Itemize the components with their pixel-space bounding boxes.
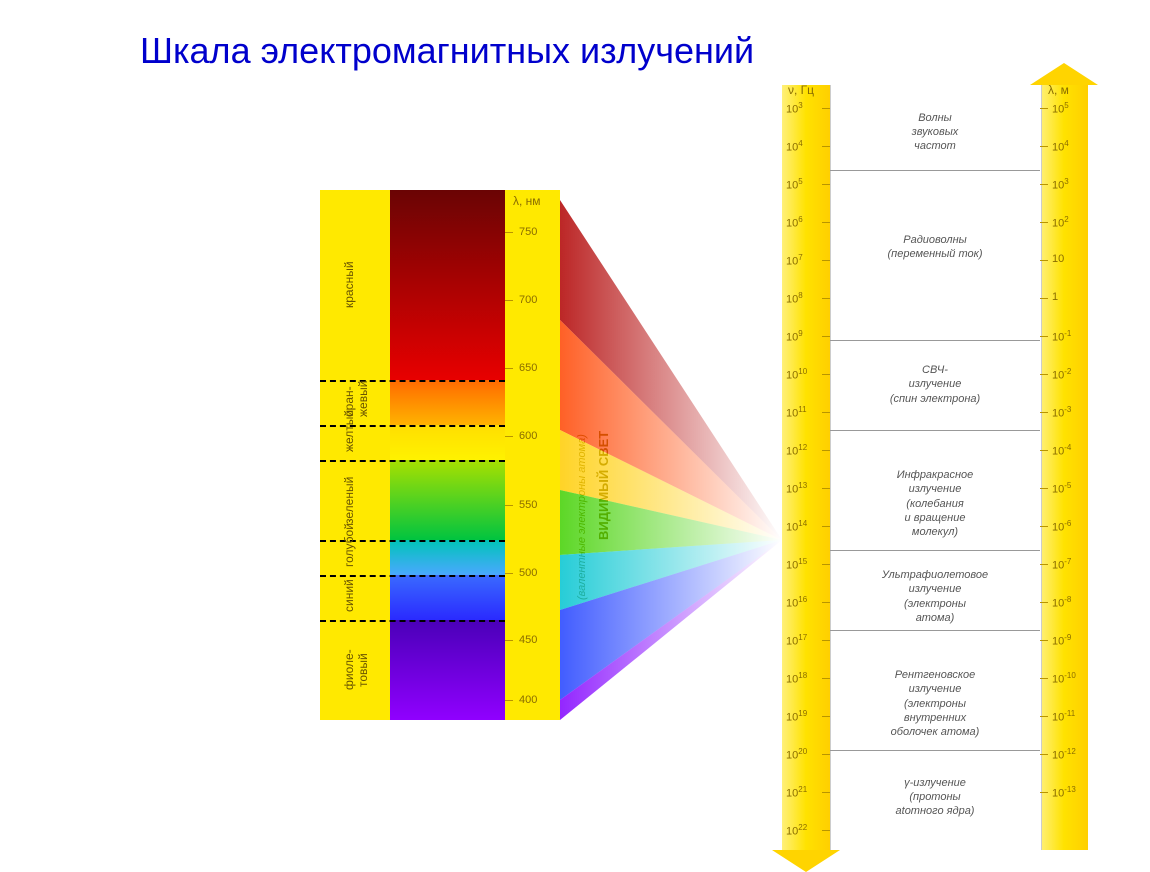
visible-spectrum: [390, 190, 505, 720]
page-title: Шкала электромагнитных излучений: [140, 30, 754, 72]
